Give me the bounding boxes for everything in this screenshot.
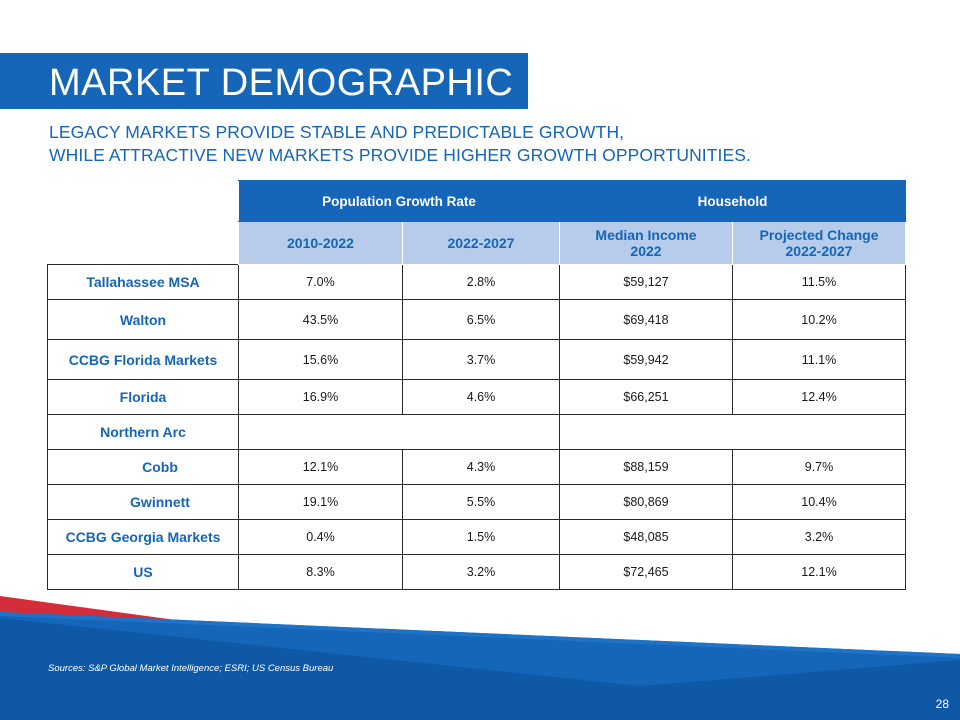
cell-empty-span (559, 414, 906, 450)
subheader-projected-change: Projected Change 2022-2027 (732, 221, 906, 265)
table-row: Walton 43.5% 6.5% $69,418 10.2% (47, 299, 906, 340)
blue-band-highlight (0, 612, 960, 658)
row-label: Gwinnett (47, 484, 239, 520)
subheader-2022-2027: 2022-2027 (402, 221, 560, 265)
table-row: Northern Arc (47, 414, 906, 450)
cell-value: $66,251 (559, 379, 733, 415)
cell-value: 4.6% (402, 379, 560, 415)
cell-value: $80,869 (559, 484, 733, 520)
cell-value: 3.2% (732, 519, 906, 555)
subtitle-line-2: WHILE ATTRACTIVE NEW MARKETS PROVIDE HIG… (49, 145, 752, 165)
cell-value: 12.1% (238, 449, 403, 485)
blue-band-dark (0, 618, 960, 720)
row-label: Northern Arc (47, 414, 239, 450)
table-row: Cobb 12.1% 4.3% $88,159 9.7% (47, 449, 906, 485)
row-label: US (47, 554, 239, 590)
table-row: Tallahassee MSA 7.0% 2.8% $59,127 11.5% (47, 264, 906, 300)
subtitle: LEGACY MARKETS PROVIDE STABLE AND PREDIC… (49, 121, 751, 167)
table-row: US 8.3% 3.2% $72,465 12.1% (47, 554, 906, 590)
demographic-table: Population Growth Rate Household 2010-20… (47, 180, 906, 590)
subheader-median-income: Median Income 2022 (559, 221, 733, 265)
page-title: MARKET DEMOGRAPHIC (49, 62, 514, 104)
cell-value: 12.1% (732, 554, 906, 590)
cell-value: 7.0% (238, 264, 403, 300)
table-row: CCBG Florida Markets 15.6% 3.7% $59,942 … (47, 339, 906, 380)
row-label: Florida (47, 379, 239, 415)
cell-value: 43.5% (238, 299, 403, 340)
cell-value: 15.6% (238, 339, 403, 380)
subheader-2010-2022: 2010-2022 (238, 221, 403, 265)
cell-value: 6.5% (402, 299, 560, 340)
cell-value: 9.7% (732, 449, 906, 485)
table-row: CCBG Georgia Markets 0.4% 1.5% $48,085 3… (47, 519, 906, 555)
cell-value: 19.1% (238, 484, 403, 520)
cell-value: 16.9% (238, 379, 403, 415)
row-label: CCBG Georgia Markets (47, 519, 239, 555)
header-blank-cell (48, 181, 239, 222)
cell-value: 5.5% (402, 484, 560, 520)
cell-value: 2.8% (402, 264, 560, 300)
cell-value: 4.3% (402, 449, 560, 485)
cell-value: 11.1% (732, 339, 906, 380)
cell-value: $72,465 (559, 554, 733, 590)
cell-value: 3.7% (402, 339, 560, 380)
row-label: Walton (47, 299, 239, 340)
cell-value: 3.2% (402, 554, 560, 590)
cell-value: 1.5% (402, 519, 560, 555)
cell-value: $59,942 (559, 339, 733, 380)
cell-value: $88,159 (559, 449, 733, 485)
cell-value: $48,085 (559, 519, 733, 555)
sources-note: Sources: S&P Global Market Intelligence;… (48, 663, 334, 674)
header-household: Household (559, 180, 906, 222)
cell-value: 12.4% (732, 379, 906, 415)
cell-value: 0.4% (238, 519, 403, 555)
title-bar (0, 53, 528, 109)
header-population-growth-rate: Population Growth Rate (238, 180, 560, 222)
cell-value: 8.3% (238, 554, 403, 590)
row-label: CCBG Florida Markets (47, 339, 239, 380)
table-row: Gwinnett 19.1% 5.5% $80,869 10.4% (47, 484, 906, 520)
cell-value: 10.2% (732, 299, 906, 340)
cell-empty-span (238, 414, 560, 450)
table-row: Florida 16.9% 4.6% $66,251 12.4% (47, 379, 906, 415)
cell-value: $59,127 (559, 264, 733, 300)
subtitle-line-1: LEGACY MARKETS PROVIDE STABLE AND PREDIC… (49, 122, 625, 142)
cell-value: $69,418 (559, 299, 733, 340)
page-number: 28 (935, 697, 949, 711)
subheader-blank-cell (48, 222, 239, 265)
cell-value: 10.4% (732, 484, 906, 520)
cell-value: 11.5% (732, 264, 906, 300)
row-label: Cobb (47, 449, 239, 485)
row-label: Tallahassee MSA (47, 264, 239, 300)
